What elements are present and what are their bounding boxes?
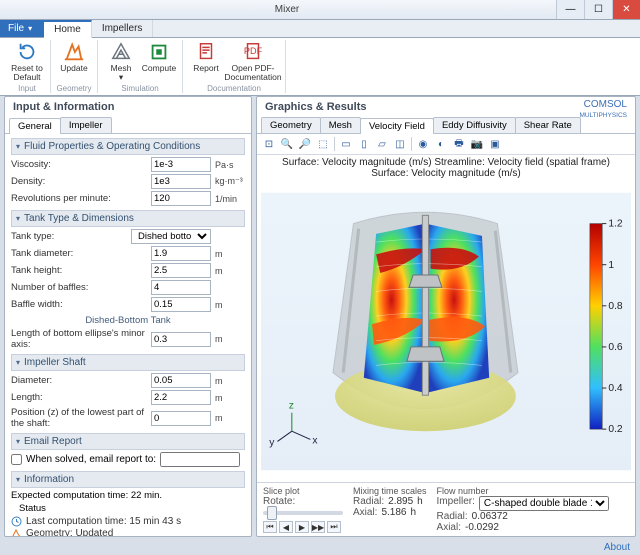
menu-tab-home[interactable]: Home (44, 20, 92, 38)
result-tab[interactable]: Eddy Diffusivity (433, 117, 516, 133)
view-yz-icon[interactable]: ▯ (356, 136, 372, 152)
result-tab[interactable]: Geometry (261, 117, 321, 133)
section-header[interactable]: Tank Type & Dimensions (11, 210, 245, 227)
right-panel: COMSOLMULTIPHYSICS Graphics & Results Ge… (256, 96, 636, 537)
value-input[interactable] (151, 191, 211, 206)
svg-text:1.2: 1.2 (608, 219, 623, 230)
file-menu[interactable]: File (0, 20, 44, 37)
view-xy-icon[interactable]: ▭ (338, 136, 354, 152)
transparency-icon[interactable]: ◐ (433, 136, 449, 152)
tab-impeller[interactable]: Impeller (60, 117, 112, 133)
graphics-canvas[interactable]: x y z 1.2 1 0.8 0.6 0.4 0.2 (261, 181, 631, 482)
print-icon[interactable]: 🖶 (451, 136, 467, 152)
graphics-toolbar: ⊡ 🔍 🔎 ⬚ ▭ ▯ ▱ ◫ ◉ ◐ 🖶 📷 ▣ (257, 134, 635, 155)
pdf-icon: PDF (242, 41, 264, 63)
tab-general[interactable]: General (9, 118, 61, 134)
about-link[interactable]: About (604, 542, 630, 553)
reset-icon (16, 41, 38, 63)
svg-text:z: z (289, 401, 294, 412)
value-input[interactable] (151, 280, 211, 295)
minimize-button[interactable]: — (556, 0, 584, 19)
mesh-icon (110, 41, 132, 63)
result-tab[interactable]: Velocity Field (360, 118, 434, 134)
zoom-out-icon[interactable]: 🔎 (297, 136, 313, 152)
value-input[interactable] (151, 411, 211, 426)
zoom-extents-icon[interactable]: ⊡ (261, 136, 277, 152)
svg-text:0.4: 0.4 (608, 383, 623, 394)
select-icon[interactable]: ▣ (487, 136, 503, 152)
slider-play[interactable]: ▶ (295, 521, 309, 533)
mesh-button[interactable]: Mesh▾ (102, 40, 140, 82)
open-pdf-button[interactable]: PDF Open PDF-Documentation (225, 40, 281, 82)
slider-last[interactable]: ⏭ (327, 521, 341, 533)
svg-text:0.8: 0.8 (608, 301, 623, 312)
light-icon[interactable]: ◉ (415, 136, 431, 152)
svg-text:1: 1 (608, 260, 614, 271)
update-button[interactable]: Update (55, 40, 93, 74)
clock-icon (11, 516, 22, 527)
value-input[interactable] (151, 263, 211, 278)
menubar: File Home Impellers (0, 20, 640, 38)
section-header[interactable]: Email Report (11, 433, 245, 450)
reset-to-default-button[interactable]: Reset toDefault (8, 40, 46, 82)
value-input[interactable] (151, 373, 211, 388)
update-icon (63, 41, 85, 63)
zoom-box-icon[interactable]: ⬚ (315, 136, 331, 152)
rotate-slider[interactable] (263, 511, 343, 515)
ribbon: Reset toDefault Input Update Geometry Me… (0, 38, 640, 96)
snapshot-icon[interactable]: 📷 (469, 136, 485, 152)
email-checkbox[interactable] (11, 454, 22, 465)
left-panel: Input & Information General Impeller Flu… (4, 96, 252, 537)
impeller-select[interactable]: C-shaped double blade 1 (479, 496, 609, 511)
value-input[interactable] (151, 332, 211, 347)
compute-button[interactable]: Compute (140, 40, 178, 82)
right-panel-title: Graphics & Results (257, 97, 635, 117)
svg-text:PDF: PDF (244, 46, 263, 56)
bottom-controls: Slice plot Rotate: ⏮ ◀ ▶ ▶▶ ⏭ Mixing tim… (257, 482, 635, 536)
section-header[interactable]: Impeller Shaft (11, 354, 245, 371)
compute-icon (148, 41, 170, 63)
left-panel-title: Input & Information (5, 97, 251, 117)
titlebar: Mixer — ☐ ✕ (0, 0, 640, 20)
section-header[interactable]: Information (11, 471, 245, 488)
window-title: Mixer (18, 4, 556, 15)
report-icon (195, 41, 217, 63)
svg-text:0.2: 0.2 (608, 424, 623, 435)
svg-text:x: x (312, 436, 318, 447)
value-input[interactable] (151, 157, 211, 172)
zoom-in-icon[interactable]: 🔍 (279, 136, 295, 152)
view-xz-icon[interactable]: ▱ (374, 136, 390, 152)
value-input[interactable] (151, 390, 211, 405)
result-tab[interactable]: Shear Rate (515, 117, 581, 133)
value-input[interactable] (151, 174, 211, 189)
geom-icon (11, 528, 22, 536)
tank-type-select[interactable]: Dished bottom (131, 229, 211, 244)
result-tab[interactable]: Mesh (320, 117, 361, 133)
menu-tab-impellers[interactable]: Impellers (92, 20, 154, 37)
report-button[interactable]: Report (187, 40, 225, 82)
maximize-button[interactable]: ☐ (584, 0, 612, 19)
close-button[interactable]: ✕ (612, 0, 640, 19)
value-input[interactable] (151, 246, 211, 261)
svg-text:0.6: 0.6 (608, 342, 623, 353)
email-input[interactable] (160, 452, 240, 467)
section-header[interactable]: Fluid Properties & Operating Conditions (11, 138, 245, 155)
svg-text:y: y (269, 438, 275, 449)
value-input[interactable] (151, 297, 211, 312)
view-iso-icon[interactable]: ◫ (392, 136, 408, 152)
slider-first[interactable]: ⏮ (263, 521, 277, 533)
slider-prev[interactable]: ◀ (279, 521, 293, 533)
slider-next[interactable]: ▶▶ (311, 521, 325, 533)
